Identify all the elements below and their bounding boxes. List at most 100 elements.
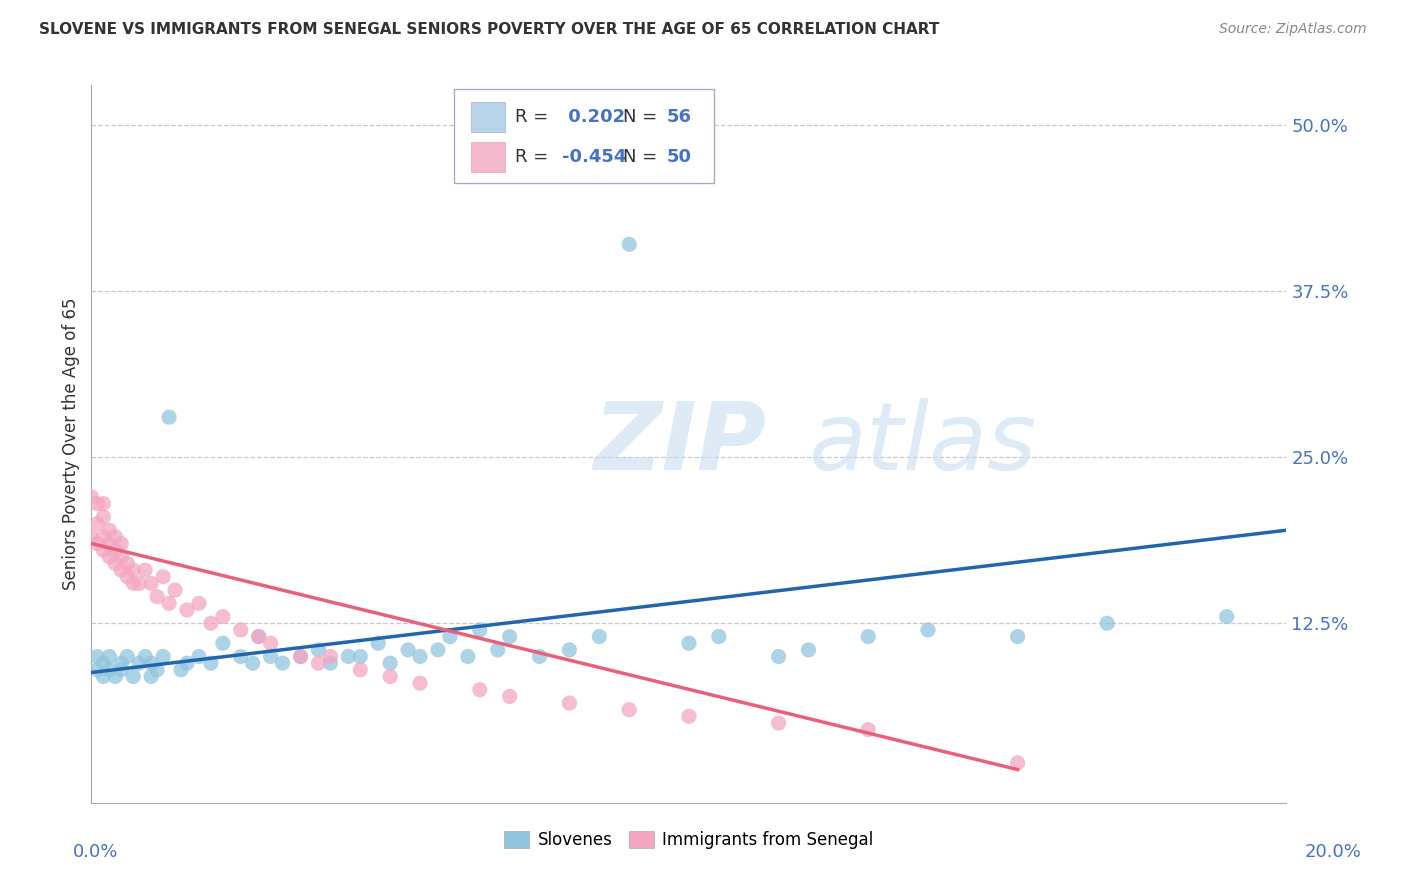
Text: N =: N = [623, 108, 662, 126]
Point [176, 603, 198, 617]
Point [93, 543, 115, 558]
Point [104, 669, 127, 683]
Point [439, 630, 461, 644]
Point [457, 649, 479, 664]
Legend: Slovenes, Immigrants from Senegal: Slovenes, Immigrants from Senegal [498, 824, 880, 855]
Point [98, 523, 121, 537]
Point [86, 663, 108, 677]
Point [242, 656, 264, 670]
Point [200, 656, 222, 670]
Point [486, 643, 509, 657]
Point [1216, 609, 1239, 624]
Point [768, 716, 790, 731]
Point [152, 649, 174, 664]
Point [93, 530, 115, 544]
Point [157, 596, 180, 610]
Point [200, 616, 222, 631]
Point [797, 643, 820, 657]
Point [499, 690, 522, 704]
Point [86, 497, 108, 511]
Point [141, 576, 163, 591]
Point [307, 643, 329, 657]
Point [98, 536, 121, 550]
Point [115, 649, 138, 664]
Point [141, 669, 163, 683]
Point [1007, 756, 1029, 770]
Point [259, 636, 281, 650]
Point [499, 630, 522, 644]
Point [122, 669, 145, 683]
Point [134, 563, 156, 577]
Point [93, 656, 115, 670]
Point [707, 630, 730, 644]
Point [86, 536, 108, 550]
Point [319, 649, 342, 664]
Point [529, 649, 551, 664]
Point [588, 630, 610, 644]
Point [86, 516, 108, 531]
Point [1007, 630, 1029, 644]
Point [558, 696, 581, 710]
Text: 0.202: 0.202 [562, 108, 626, 126]
Point [152, 570, 174, 584]
Text: SLOVENE VS IMMIGRANTS FROM SENEGAL SENIORS POVERTY OVER THE AGE OF 65 CORRELATIO: SLOVENE VS IMMIGRANTS FROM SENEGAL SENIO… [39, 22, 939, 37]
Point [146, 663, 169, 677]
Point [271, 656, 294, 670]
Point [163, 582, 186, 597]
Point [349, 663, 371, 677]
Point [188, 649, 211, 664]
Point [619, 237, 641, 252]
Point [367, 636, 389, 650]
Point [409, 676, 432, 690]
Text: atlas: atlas [808, 398, 1036, 490]
Point [211, 609, 233, 624]
Point [396, 643, 419, 657]
Point [80, 490, 103, 504]
Point [247, 630, 270, 644]
Point [93, 509, 115, 524]
Point [176, 656, 198, 670]
Point [380, 669, 402, 683]
Point [93, 669, 115, 683]
Point [229, 623, 252, 637]
Text: R =: R = [515, 108, 548, 126]
Text: 20.0%: 20.0% [1305, 843, 1361, 861]
Text: 56: 56 [666, 108, 692, 126]
Point [678, 709, 700, 723]
Point [115, 557, 138, 571]
Text: Source: ZipAtlas.com: Source: ZipAtlas.com [1219, 22, 1367, 37]
Text: 50: 50 [666, 148, 692, 166]
Point [380, 656, 402, 670]
Y-axis label: Seniors Poverty Over the Age of 65: Seniors Poverty Over the Age of 65 [62, 298, 80, 590]
Point [290, 649, 312, 664]
Point [104, 557, 127, 571]
Point [337, 649, 360, 664]
Point [110, 563, 132, 577]
Point [93, 497, 115, 511]
Point [128, 656, 150, 670]
Point [319, 656, 342, 670]
Point [307, 656, 329, 670]
Point [259, 649, 281, 664]
Point [349, 649, 371, 664]
Point [146, 590, 169, 604]
Point [558, 643, 581, 657]
Point [290, 649, 312, 664]
Point [110, 663, 132, 677]
Text: R =: R = [515, 148, 548, 166]
Text: -0.454: -0.454 [562, 148, 627, 166]
Point [98, 549, 121, 564]
Point [409, 649, 432, 664]
Point [104, 543, 127, 558]
Point [98, 663, 121, 677]
Point [619, 703, 641, 717]
Point [110, 549, 132, 564]
Point [917, 623, 939, 637]
Point [768, 649, 790, 664]
Point [427, 643, 450, 657]
Point [122, 576, 145, 591]
Point [858, 630, 880, 644]
Point [188, 596, 211, 610]
Point [134, 649, 156, 664]
Point [1097, 616, 1119, 631]
